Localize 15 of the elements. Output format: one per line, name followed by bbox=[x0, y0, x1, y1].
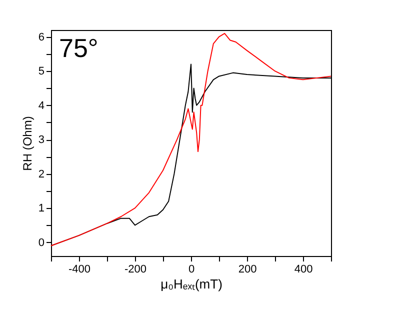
x-tick-label: -200 bbox=[124, 264, 147, 276]
y-tick-label: 0 bbox=[38, 236, 44, 249]
y-tick-label: 2 bbox=[38, 168, 44, 180]
x-tick-label: -400 bbox=[68, 264, 91, 276]
y-tick-label: 3 bbox=[38, 134, 44, 146]
y-axis-title: RH (Ohm) bbox=[20, 116, 34, 171]
y-tick-label: 6 bbox=[38, 31, 44, 44]
y-tick-label: 1 bbox=[38, 202, 44, 215]
x-tick-label: 200 bbox=[238, 264, 257, 276]
x-axis-title: μ₀Hₑₓₜ(mT) bbox=[160, 276, 222, 292]
annotation: 75° bbox=[59, 33, 98, 63]
x-tick-label: 0 bbox=[188, 264, 195, 276]
y-tick-label: 5 bbox=[38, 66, 44, 78]
x-tick-label: 400 bbox=[294, 264, 313, 276]
y-tick-label: 4 bbox=[38, 100, 44, 112]
